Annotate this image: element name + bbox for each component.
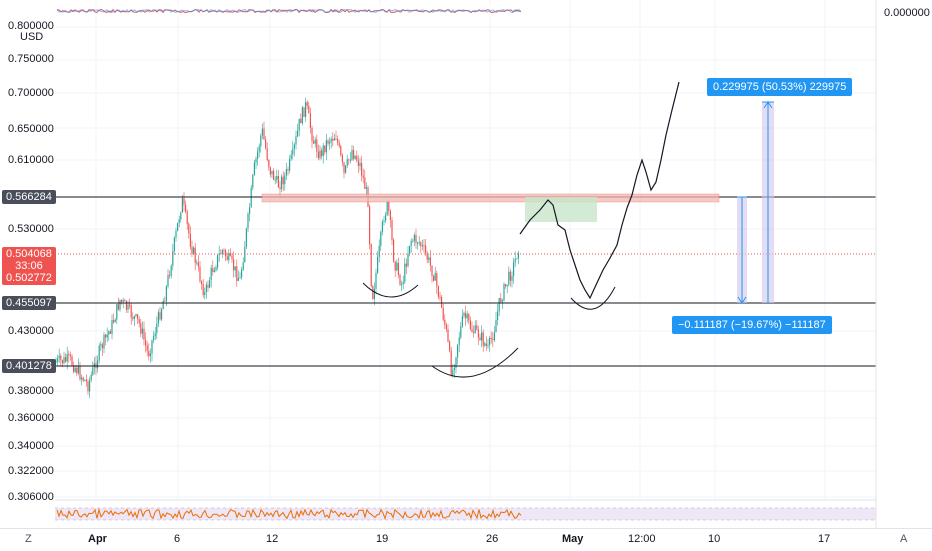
- support-price-tag-2[interactable]: 0.401278: [2, 359, 56, 373]
- y-label: 0.800000: [8, 20, 54, 32]
- y-label: 0.306000: [8, 491, 54, 503]
- measure-down[interactable]: [737, 196, 747, 304]
- y-label: 0.650000: [8, 123, 54, 135]
- y-label: 0.380000: [8, 385, 54, 397]
- y-axis[interactable]: 0.800000 USD 0.750000 0.700000 0.650000 …: [0, 0, 55, 528]
- measure-down-label[interactable]: −0.111187 (−19.67%) −111187: [672, 316, 832, 334]
- x-label: 6: [174, 533, 181, 545]
- x-label: Apr: [88, 533, 107, 545]
- x-label: 19: [376, 533, 389, 545]
- bar-countdown: 33:06: [15, 260, 43, 272]
- y-label: 0.750000: [8, 53, 54, 65]
- current-price-tag: 0.504068 33:06 0.502772: [2, 247, 56, 285]
- x-label: 26: [486, 533, 499, 545]
- x-label: 12: [266, 533, 279, 545]
- rsi-line: [56, 507, 522, 521]
- projection-path[interactable]: [519, 81, 680, 300]
- current-price-value: 0.504068: [6, 248, 52, 260]
- support-price-tag-1[interactable]: 0.455097: [2, 296, 56, 310]
- open-price-value: 0.502772: [6, 272, 52, 284]
- measure-up-label[interactable]: 0.229975 (50.53%) 229975: [707, 78, 853, 96]
- x-label: May: [562, 533, 584, 545]
- x-label: 17: [818, 533, 831, 545]
- y-label: 0.430000: [8, 325, 54, 337]
- y-axis-currency: USD: [20, 31, 44, 43]
- top-oscillator-line-2: [56, 8, 522, 14]
- y-label: 0.322000: [8, 465, 54, 477]
- x-axis[interactable]: Z Apr 6 12 19 26 May 12:00 10 17 A: [0, 528, 932, 551]
- y-label: 0.610000: [8, 154, 54, 166]
- x-label: 10: [708, 533, 721, 545]
- measure-up[interactable]: [762, 101, 774, 303]
- rounded-bottom-1[interactable]: [362, 282, 419, 298]
- resistance-zone[interactable]: [261, 193, 720, 203]
- resistance-price-tag[interactable]: 0.566284: [2, 190, 56, 204]
- rounded-bottom-3[interactable]: [570, 286, 616, 310]
- chart-grid: [55, 0, 876, 500]
- y-label: 0.360000: [8, 412, 54, 424]
- y-label: 0.530000: [8, 223, 54, 235]
- y-label: 0.700000: [8, 87, 54, 99]
- auto-scale-button[interactable]: A: [900, 533, 908, 545]
- timezone-button[interactable]: Z: [25, 533, 32, 545]
- target-zone[interactable]: [525, 197, 597, 222]
- x-label: 12:00: [628, 533, 656, 545]
- candlesticks: [55, 97, 519, 399]
- indicator-scale-value: 0.000000: [884, 7, 930, 19]
- rounded-bottom-2[interactable]: [431, 347, 519, 378]
- y-label: 0.340000: [8, 440, 54, 452]
